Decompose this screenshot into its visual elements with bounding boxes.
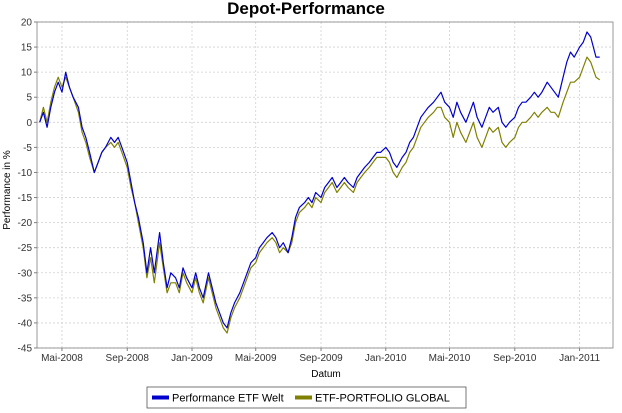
y-tick-label: -20	[18, 218, 33, 229]
x-tick-label: Jan-2011	[559, 353, 600, 364]
legend-label: Performance ETF Welt	[172, 393, 284, 405]
chart-title: Depot-Performance	[227, 0, 385, 18]
y-tick-label: 20	[21, 18, 33, 29]
x-tick-label: Sep-2008	[106, 353, 150, 364]
x-axis-label: Datum	[311, 369, 340, 380]
y-tick-label: -5	[23, 143, 32, 154]
x-tick-label: Jan-2010	[365, 353, 407, 364]
y-tick-label: -15	[18, 193, 33, 204]
x-tick-label: Jan-2009	[171, 353, 213, 364]
x-tick-label: Mai-2008	[41, 353, 83, 364]
y-tick-label: -25	[18, 243, 33, 254]
y-axis-label: Performance in %	[2, 150, 13, 230]
y-tick-label: -35	[18, 293, 33, 304]
legend-label: ETF-PORTFOLIO GLOBAL	[315, 393, 450, 405]
y-tick-label: -40	[18, 318, 33, 329]
series-line-2	[39, 56, 601, 334]
y-tick-label: 10	[21, 68, 33, 79]
plot-border	[36, 21, 614, 349]
x-tick-label: Sep-2010	[493, 353, 537, 364]
x-tick-label: Mai-2009	[235, 353, 277, 364]
y-tick-label: -45	[18, 344, 33, 355]
y-tick-label: 5	[26, 93, 32, 104]
legend: Performance ETF Welt ETF-PORTFOLIO GLOBAL	[146, 386, 467, 409]
series-line-1	[39, 31, 600, 329]
y-tick-label: -30	[18, 268, 33, 279]
y-tick-label: 15	[21, 43, 33, 54]
plot-background	[37, 22, 613, 348]
x-tick-label: Mai-2010	[429, 353, 471, 364]
y-tick-label: 0	[26, 118, 32, 129]
plot-area: 20 15 10 5 0 -5 -10 -15 -20 -25 -30 -35 -40 -45 Mai-20…	[18, 18, 614, 364]
x-tick-label: Sep-2009	[299, 353, 343, 364]
y-tick-label: -10	[18, 168, 33, 179]
